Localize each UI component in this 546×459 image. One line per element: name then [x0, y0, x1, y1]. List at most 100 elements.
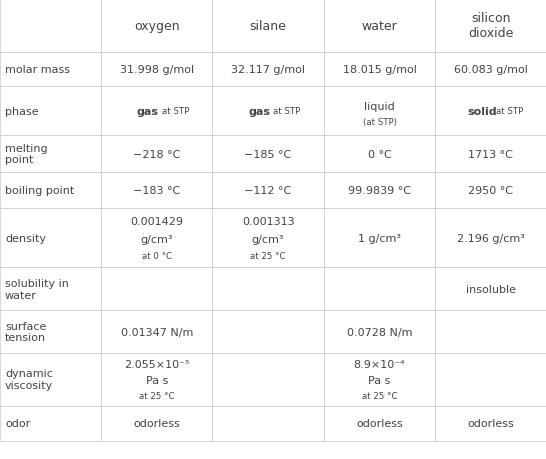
Text: insoluble: insoluble — [466, 284, 515, 294]
Text: liquid: liquid — [364, 101, 395, 112]
Bar — [324, 173, 435, 209]
Bar — [324, 268, 435, 311]
Text: oxygen: oxygen — [134, 20, 180, 33]
Bar — [101, 311, 212, 353]
Text: water: water — [361, 20, 397, 33]
Bar — [0, 87, 101, 135]
Text: density: density — [5, 233, 46, 243]
Text: at STP: at STP — [496, 107, 523, 116]
Text: at 25 °C: at 25 °C — [250, 252, 286, 260]
Bar — [435, 353, 546, 406]
Bar — [101, 406, 212, 441]
Bar — [0, 353, 101, 406]
Bar — [212, 87, 324, 135]
Bar — [0, 135, 101, 173]
Bar — [0, 173, 101, 209]
Text: 2.196 g/cm³: 2.196 g/cm³ — [456, 233, 525, 243]
Text: silane: silane — [250, 20, 287, 33]
Text: 0 °C: 0 °C — [367, 149, 391, 159]
Text: 8.9×10⁻⁴: 8.9×10⁻⁴ — [354, 359, 405, 369]
Bar — [324, 353, 435, 406]
Text: dynamic
viscosity: dynamic viscosity — [5, 369, 54, 390]
Bar — [435, 173, 546, 209]
Text: −183 °C: −183 °C — [133, 186, 180, 196]
Text: Pa s: Pa s — [146, 375, 168, 386]
Text: at STP: at STP — [274, 107, 301, 116]
Text: 0.001429: 0.001429 — [130, 217, 183, 227]
Bar — [324, 0, 435, 53]
Bar — [435, 0, 546, 53]
Text: −185 °C: −185 °C — [245, 149, 292, 159]
Bar — [0, 406, 101, 441]
Text: g/cm³: g/cm³ — [140, 235, 173, 244]
Text: silicon
dioxide: silicon dioxide — [468, 12, 513, 40]
Bar — [212, 135, 324, 173]
Bar — [101, 209, 212, 268]
Text: 60.083 g/mol: 60.083 g/mol — [454, 65, 527, 75]
Text: 0.01347 N/m: 0.01347 N/m — [121, 327, 193, 337]
Text: gas: gas — [248, 106, 270, 116]
Bar — [0, 0, 101, 53]
Bar — [101, 53, 212, 87]
Text: molar mass: molar mass — [5, 65, 70, 75]
Text: melting
point: melting point — [5, 144, 48, 165]
Text: 99.9839 °C: 99.9839 °C — [348, 186, 411, 196]
Text: odor: odor — [5, 418, 30, 428]
Text: odorless: odorless — [133, 418, 180, 428]
Text: −218 °C: −218 °C — [133, 149, 180, 159]
Text: boiling point: boiling point — [5, 186, 74, 196]
Text: 2.055×10⁻⁵: 2.055×10⁻⁵ — [124, 359, 189, 369]
Text: 0.0728 N/m: 0.0728 N/m — [347, 327, 412, 337]
Text: at STP: at STP — [162, 107, 189, 116]
Bar — [212, 353, 324, 406]
Bar — [435, 268, 546, 311]
Text: odorless: odorless — [356, 418, 403, 428]
Text: 1713 °C: 1713 °C — [468, 149, 513, 159]
Text: surface
tension: surface tension — [5, 321, 46, 342]
Text: phase: phase — [5, 106, 39, 116]
Text: at 25 °C: at 25 °C — [139, 391, 175, 400]
Text: 18.015 g/mol: 18.015 g/mol — [342, 65, 417, 75]
Bar — [435, 209, 546, 268]
Text: at 25 °C: at 25 °C — [361, 391, 397, 400]
Bar — [324, 406, 435, 441]
Bar — [435, 53, 546, 87]
Bar — [0, 53, 101, 87]
Bar — [324, 311, 435, 353]
Bar — [101, 87, 212, 135]
Text: 31.998 g/mol: 31.998 g/mol — [120, 65, 194, 75]
Bar — [101, 135, 212, 173]
Bar — [101, 0, 212, 53]
Bar — [101, 353, 212, 406]
Text: 32.117 g/mol: 32.117 g/mol — [231, 65, 305, 75]
Bar — [435, 311, 546, 353]
Text: 0.001313: 0.001313 — [242, 217, 294, 227]
Text: solubility in
water: solubility in water — [5, 279, 69, 300]
Text: at 0 °C: at 0 °C — [142, 252, 171, 260]
Bar — [435, 135, 546, 173]
Bar — [212, 406, 324, 441]
Bar — [101, 173, 212, 209]
Bar — [0, 209, 101, 268]
Text: solid: solid — [467, 106, 496, 116]
Bar — [0, 311, 101, 353]
Bar — [212, 209, 324, 268]
Bar — [101, 268, 212, 311]
Bar — [435, 87, 546, 135]
Bar — [324, 209, 435, 268]
Text: 2950 °C: 2950 °C — [468, 186, 513, 196]
Bar — [212, 268, 324, 311]
Text: odorless: odorless — [467, 418, 514, 428]
Text: gas: gas — [137, 106, 159, 116]
Text: 1 g/cm³: 1 g/cm³ — [358, 233, 401, 243]
Bar — [0, 268, 101, 311]
Bar — [324, 87, 435, 135]
Bar — [212, 311, 324, 353]
Text: Pa s: Pa s — [369, 375, 390, 386]
Text: −112 °C: −112 °C — [245, 186, 292, 196]
Bar — [324, 53, 435, 87]
Text: (at STP): (at STP) — [363, 118, 396, 126]
Text: g/cm³: g/cm³ — [252, 235, 284, 244]
Bar — [435, 406, 546, 441]
Bar — [212, 53, 324, 87]
